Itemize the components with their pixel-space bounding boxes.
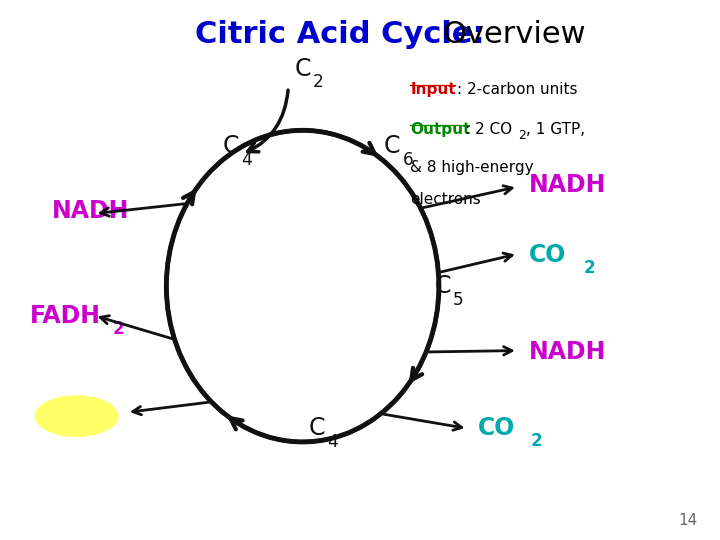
Text: Overview: Overview — [443, 20, 586, 49]
Text: C: C — [294, 57, 311, 80]
Text: NADH: NADH — [528, 340, 606, 363]
Text: 4: 4 — [241, 151, 252, 169]
Text: C: C — [222, 134, 239, 158]
Text: , 1 GTP,: , 1 GTP, — [526, 122, 585, 137]
Text: CO: CO — [478, 416, 516, 441]
Text: 5: 5 — [453, 291, 464, 308]
Text: Citric Acid Cycle:: Citric Acid Cycle: — [195, 20, 495, 49]
Text: C: C — [434, 274, 451, 298]
Text: 2: 2 — [518, 129, 526, 142]
Text: : 2-carbon units: : 2-carbon units — [456, 82, 577, 97]
Text: FADH: FADH — [30, 303, 101, 328]
Text: 14: 14 — [678, 513, 697, 528]
Text: 2: 2 — [112, 320, 124, 338]
Text: CO: CO — [528, 243, 566, 267]
Text: 2: 2 — [531, 432, 542, 450]
Text: C: C — [384, 134, 400, 158]
Text: 2: 2 — [313, 73, 324, 91]
Text: 2: 2 — [584, 259, 595, 278]
Text: 4: 4 — [328, 433, 338, 451]
Ellipse shape — [35, 396, 118, 436]
Text: electrons: electrons — [410, 192, 481, 207]
Text: NADH: NADH — [528, 173, 606, 197]
Text: GTP: GTP — [50, 404, 103, 428]
Text: Output: Output — [410, 122, 471, 137]
Text: Input: Input — [410, 82, 456, 97]
Text: NADH: NADH — [52, 199, 129, 223]
Text: 6: 6 — [402, 151, 413, 169]
Text: : 2 CO: : 2 CO — [465, 122, 513, 137]
Text: & 8 high-energy: & 8 high-energy — [410, 160, 534, 175]
Text: C: C — [309, 416, 325, 441]
